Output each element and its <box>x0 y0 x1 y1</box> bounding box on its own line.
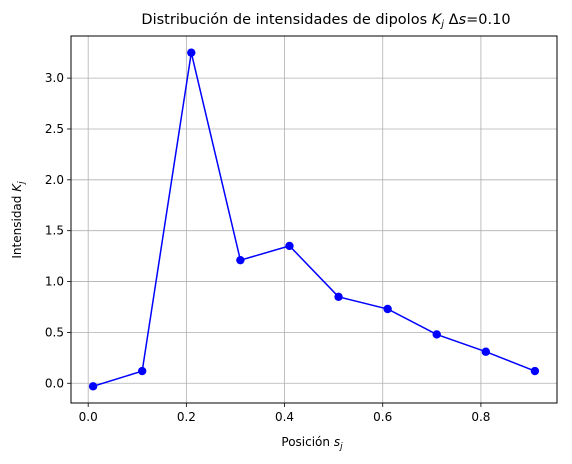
x-axis-label: Posición sj <box>281 435 343 452</box>
data-point <box>187 48 196 57</box>
x-tick-label: 0.6 <box>373 410 392 424</box>
plot-frame <box>70 35 558 404</box>
data-point <box>481 347 491 356</box>
data-point <box>137 366 147 376</box>
data-point <box>88 382 98 391</box>
y-tick-label: 0.5 <box>45 325 64 339</box>
axis-ticks: 0.0 0.2 0.4 0.6 0.8 0.0 0.5 1.0 1.5 2.0 2.5 3.0 <box>45 71 491 424</box>
x-tick-label: 0.8 <box>471 410 490 424</box>
series-line <box>92 52 536 388</box>
data-point <box>236 255 245 265</box>
data-point <box>432 330 441 339</box>
data-point <box>334 292 343 302</box>
y-tick-label: 1.0 <box>45 275 64 289</box>
x-tick-label: 0.0 <box>79 410 98 424</box>
y-tick-label: 2.5 <box>45 122 64 136</box>
chart-title: Distribución de intensidades de dipolos … <box>141 12 510 30</box>
y-tick-label: 2.0 <box>45 173 64 187</box>
y-tick-label: 1.5 <box>45 224 64 238</box>
y-tick-label: 0.0 <box>45 376 64 390</box>
grid <box>71 36 557 403</box>
y-axis-label: Intensidad Kj <box>10 181 27 259</box>
data-point <box>383 304 392 314</box>
y-tick-label: 3.0 <box>45 71 64 85</box>
x-tick-label: 0.2 <box>177 410 196 424</box>
data-point <box>285 241 294 251</box>
data-point <box>530 366 540 376</box>
x-tick-label: 0.4 <box>275 410 294 424</box>
series <box>88 48 540 391</box>
